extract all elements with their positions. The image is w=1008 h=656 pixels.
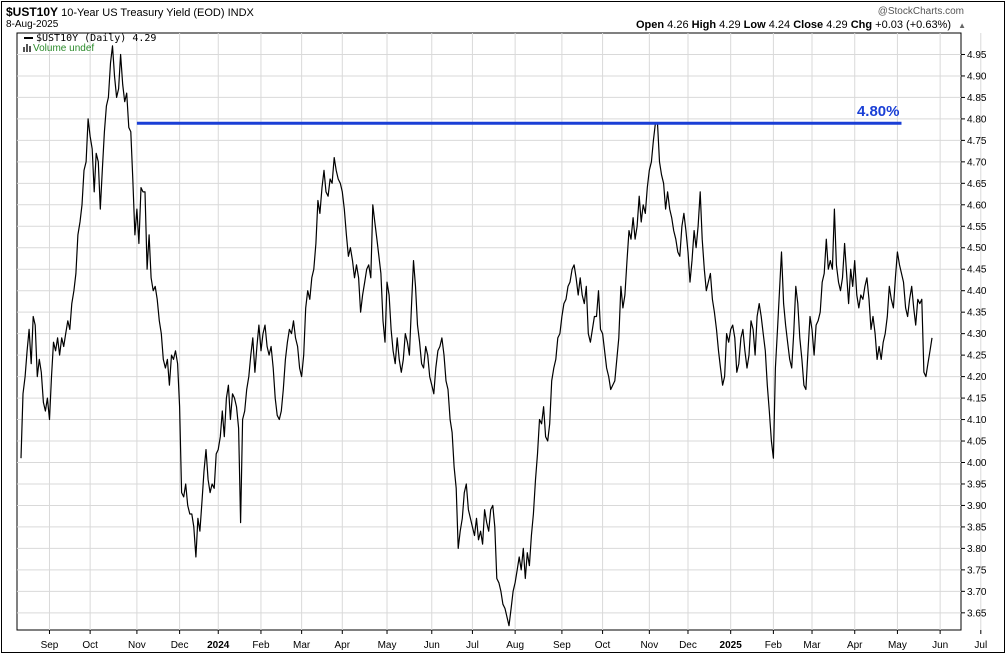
brand-watermark: @StockCharts.com bbox=[877, 6, 964, 17]
y-tick-label: 4.15 bbox=[967, 394, 987, 405]
y-tick-label: 3.80 bbox=[967, 544, 987, 555]
chart-date: 8-Aug-2025 bbox=[6, 19, 59, 30]
y-tick-label: 4.20 bbox=[967, 372, 987, 383]
instrument-name: 10-Year US Treasury Yield (EOD) bbox=[61, 7, 225, 19]
y-tick-label: 4.25 bbox=[967, 351, 987, 362]
y-tick-label: 4.05 bbox=[967, 437, 987, 448]
plot-area bbox=[16, 32, 962, 631]
x-axis: Sep Oct Nov Dec 2024 Feb Mar Apr May Jun Jul Aug Sep… bbox=[41, 630, 987, 651]
x-tick-label: Sep bbox=[553, 640, 571, 651]
x-tick-label: Jul bbox=[466, 640, 479, 651]
y-tick-label: 3.65 bbox=[967, 608, 987, 619]
y-tick-label: 4.40 bbox=[967, 286, 987, 297]
y-tick-label: 4.95 bbox=[967, 50, 987, 61]
ohlc-readout: Open 4.26 High 4.29 Low 4.24 Close 4.29 … bbox=[636, 19, 966, 31]
open-label: Open bbox=[635, 19, 665, 31]
y-tick-label: 4.55 bbox=[967, 222, 987, 233]
menu-arrow-icon[interactable]: ▲ bbox=[958, 21, 966, 30]
x-tick-label: Mar bbox=[803, 640, 821, 651]
x-tick-label: Nov bbox=[640, 640, 658, 651]
resistance-label: 4.80% bbox=[857, 103, 900, 120]
series-swatch bbox=[24, 37, 33, 39]
chart-title: $UST10Y 10-Year US Treasury Yield (EOD) … bbox=[6, 5, 254, 19]
grid-lines bbox=[17, 33, 982, 630]
symbol: $UST10Y bbox=[6, 5, 59, 19]
y-tick-label: 4.30 bbox=[967, 329, 987, 340]
x-tick-label: Apr bbox=[335, 640, 351, 651]
x-tick-label: Jun bbox=[424, 640, 440, 651]
x-tick-label: Nov bbox=[128, 640, 146, 651]
high-value: 4.29 bbox=[719, 19, 741, 31]
y-tick-label: 4.45 bbox=[967, 265, 987, 276]
x-tick-label: Dec bbox=[171, 640, 189, 651]
x-tick-label: Feb bbox=[252, 640, 270, 651]
x-tick-label: Mar bbox=[293, 640, 311, 651]
x-tick-label: Oct bbox=[595, 640, 611, 651]
chg-value: +0.03 (+0.63%) bbox=[875, 19, 952, 31]
y-tick-label: 4.00 bbox=[967, 458, 987, 469]
y-tick-label: 3.85 bbox=[967, 522, 987, 533]
chg-label: Chg bbox=[850, 19, 873, 31]
series-legend: $UST10Y (Daily) 4.29 bbox=[24, 33, 156, 44]
high-label: High bbox=[691, 19, 717, 31]
x-tick-label: Oct bbox=[82, 640, 98, 651]
x-tick-label: Aug bbox=[506, 640, 524, 651]
y-tick-label: 4.10 bbox=[967, 415, 987, 426]
y-tick-label: 4.75 bbox=[967, 136, 987, 147]
volume-bars-icon bbox=[23, 44, 32, 52]
x-tick-label: May bbox=[888, 640, 907, 651]
y-tick-label: 4.50 bbox=[967, 243, 987, 254]
x-tick-label: May bbox=[378, 640, 397, 651]
y-tick-label: 3.90 bbox=[967, 501, 987, 512]
exchange: INDX bbox=[227, 7, 254, 19]
y-tick-label: 4.60 bbox=[967, 200, 987, 211]
x-tick-label: Feb bbox=[765, 640, 783, 651]
open-value: 4.26 bbox=[667, 19, 689, 31]
low-label: Low bbox=[743, 19, 766, 31]
x-tick-label: Sep bbox=[41, 640, 59, 651]
x-tick-label: Dec bbox=[679, 640, 697, 651]
close-label: Close bbox=[793, 19, 824, 31]
y-tick-label: 4.70 bbox=[967, 157, 987, 168]
x-tick-label: Jul bbox=[974, 640, 987, 651]
yield-line bbox=[20, 45, 933, 627]
y-tick-label: 3.70 bbox=[967, 587, 987, 598]
x-tick-label: 2024 bbox=[207, 640, 230, 651]
y-tick-label: 3.95 bbox=[967, 479, 987, 490]
y-tick-label: 4.85 bbox=[967, 93, 987, 104]
x-tick-label: Apr bbox=[847, 640, 863, 651]
close-value: 4.29 bbox=[826, 19, 848, 31]
y-tick-label: 4.35 bbox=[967, 308, 987, 319]
y-tick-label: 4.65 bbox=[967, 179, 987, 190]
series-legend-label: $UST10Y (Daily) 4.29 bbox=[36, 33, 157, 44]
x-tick-label: 2025 bbox=[720, 640, 743, 651]
y-tick-label: 4.80 bbox=[967, 114, 987, 125]
volume-legend: Volume undef bbox=[23, 43, 94, 54]
y-tick-label: 3.75 bbox=[967, 565, 987, 576]
low-value: 4.24 bbox=[768, 19, 791, 31]
y-tick-label: 4.90 bbox=[967, 71, 987, 82]
y-axis: 3.65 3.70 3.75 3.80 3.85 3.90 3.95 4.00 4.05 4.10… bbox=[961, 50, 987, 619]
volume-legend-label: Volume undef bbox=[33, 43, 95, 54]
x-tick-label: Jun bbox=[932, 640, 948, 651]
